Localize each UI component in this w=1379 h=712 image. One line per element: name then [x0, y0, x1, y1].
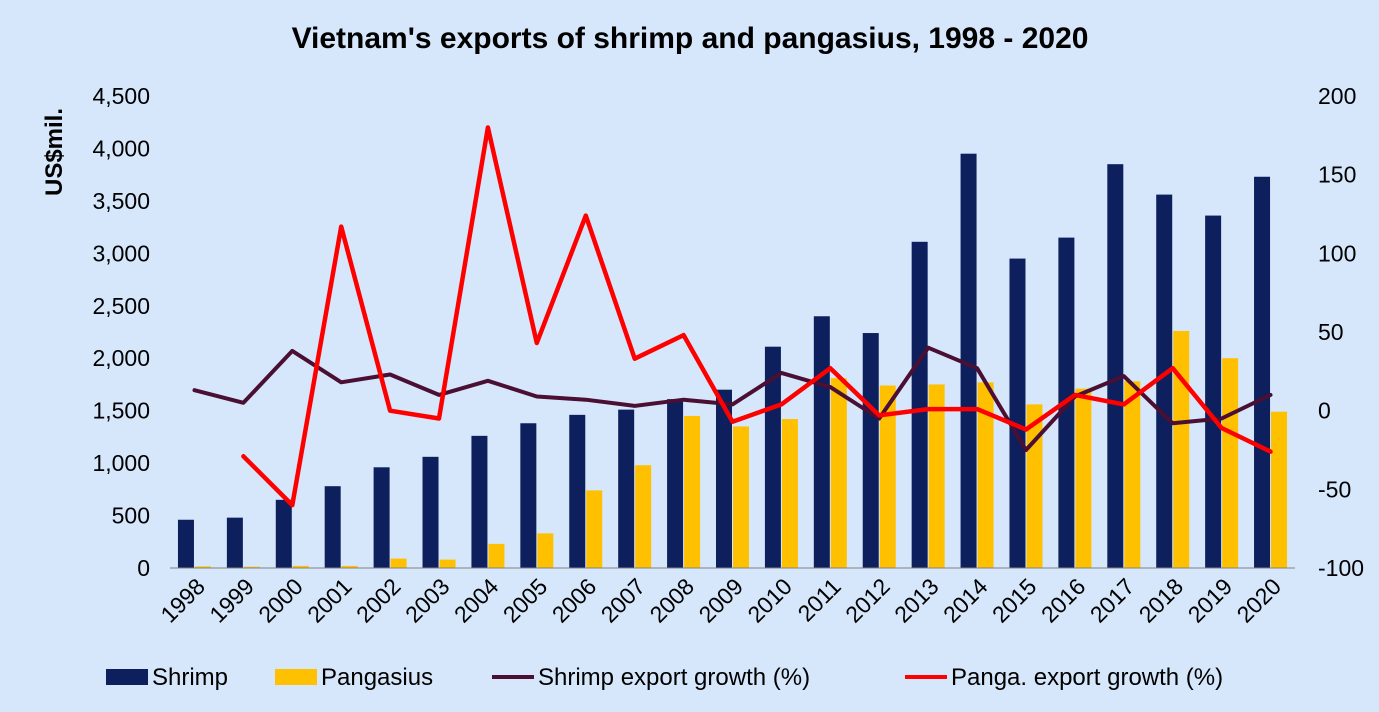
- pangasius-bar: [635, 465, 652, 568]
- shrimp-bar: [520, 423, 537, 568]
- x-tick-label: 2007: [596, 573, 651, 628]
- shrimp-bar: [471, 435, 488, 568]
- x-tick-label: 2006: [547, 573, 602, 628]
- shrimp-bar: [324, 486, 341, 568]
- x-tick-label: 2019: [1183, 573, 1238, 628]
- shrimp-bar: [275, 499, 292, 568]
- bars-layer: [177, 153, 1288, 568]
- x-tick-label: 2017: [1085, 573, 1140, 628]
- shrimp-bar: [1009, 258, 1026, 568]
- pangasius-bar: [879, 385, 896, 568]
- shrimp-legend-label: Shrimp: [152, 664, 228, 691]
- pangasius-bar: [1173, 330, 1190, 568]
- pangasius-bar: [928, 384, 945, 568]
- x-tick-label: 1999: [204, 573, 259, 628]
- pangasius-bar: [341, 565, 358, 568]
- shrimp-bar: [716, 389, 732, 568]
- x-tick-label: 2004: [449, 573, 504, 628]
- x-tick-label: 2003: [400, 573, 455, 628]
- x-tick-label: 2014: [938, 573, 993, 628]
- x-tick-label: 2018: [1134, 573, 1189, 628]
- x-tick-label: 2009: [693, 573, 748, 628]
- y-tick-label: 2,500: [92, 293, 150, 319]
- shrimp-bar: [1156, 194, 1173, 568]
- y2-tick-label: 150: [1318, 162, 1356, 188]
- chart-title: Vietnam's exports of shrimp and pangasiu…: [292, 22, 1089, 55]
- shrimp-bar: [177, 519, 194, 568]
- x-tick-label: 2011: [792, 573, 845, 626]
- pangasius-bar: [194, 566, 211, 568]
- shrimp-bar: [422, 456, 439, 568]
- x-tick-label: 2005: [498, 573, 553, 628]
- shrimp-bar: [862, 333, 879, 568]
- x-tick-label: 2010: [742, 573, 797, 628]
- x-tick-label: 2016: [1036, 573, 1091, 628]
- pangasius-bar: [977, 382, 994, 568]
- y-tick-label: 3,000: [92, 240, 150, 266]
- x-tick-label: 2013: [889, 573, 944, 628]
- x-tick-label: 2008: [645, 573, 700, 628]
- x-tick-label: 2015: [987, 573, 1042, 628]
- x-tick-label: 2012: [840, 573, 895, 628]
- panga-export-growth--legend-label: Panga. export growth (%): [951, 664, 1223, 691]
- y2-tick-label: 50: [1318, 319, 1344, 345]
- pangasius-bar: [684, 415, 701, 568]
- shrimp-legend-swatch: [106, 669, 148, 685]
- legend: Shrimp Pangasius Shrimp export growth (%) P…: [106, 664, 1223, 691]
- pangasius-legend-label: Pangasius: [321, 664, 433, 691]
- shrimp-export-growth--line: [192, 345, 1273, 452]
- shrimp-bar: [618, 409, 635, 568]
- y2-tick-label: -100: [1318, 555, 1364, 581]
- x-tick-label: 2000: [253, 573, 308, 628]
- pangasius-bar: [488, 543, 505, 568]
- shrimp-export-growth--legend-label: Shrimp export growth (%): [538, 664, 810, 691]
- pangasius-bar: [439, 559, 456, 568]
- y-tick-label: 4,000: [92, 135, 150, 161]
- shrimp-bar: [226, 517, 243, 568]
- shrimp-bar: [1205, 215, 1222, 568]
- x-tick-label: 2001: [302, 573, 357, 628]
- y-tick-label: 2,000: [92, 345, 150, 371]
- pangasius-bar: [1075, 388, 1092, 568]
- y-tick-label: 3,500: [92, 188, 150, 214]
- x-tick-label: 1998: [155, 573, 210, 628]
- y2-tick-label: 0: [1318, 398, 1331, 424]
- shrimp-bar: [667, 399, 684, 568]
- shrimp-bar: [569, 414, 586, 568]
- pangasius-bar: [537, 533, 554, 568]
- shrimp-bar: [373, 467, 390, 568]
- y-tick-label: 500: [112, 503, 150, 529]
- pangasius-bar: [830, 378, 847, 568]
- pangasius-bar: [733, 426, 749, 568]
- pangasius-bar: [1222, 358, 1239, 568]
- pangasius-legend-swatch: [275, 669, 317, 685]
- y2-tick-label: 200: [1318, 83, 1356, 109]
- pangasius-bar: [243, 566, 260, 568]
- shrimp-bar: [1254, 176, 1271, 568]
- x-tick-label: 2002: [351, 573, 406, 628]
- shrimp-bar: [764, 346, 781, 568]
- pangasius-bar: [1124, 381, 1141, 568]
- shrimp-bar: [1107, 164, 1124, 568]
- y-tick-label: 0: [137, 555, 150, 581]
- y2-tick-label: -50: [1318, 476, 1351, 502]
- pangasius-bar: [781, 419, 798, 568]
- pangasius-bar: [586, 490, 603, 568]
- pangasius-bar: [390, 558, 407, 568]
- pangasius-bar: [292, 565, 309, 568]
- y-tick-label: 1,500: [92, 398, 150, 424]
- pangasius-bar: [1271, 411, 1288, 568]
- shrimp-bar: [813, 316, 830, 568]
- shrimp-bar: [960, 153, 977, 568]
- lines-layer: [192, 125, 1273, 508]
- panga-export-growth--line: [241, 125, 1273, 508]
- y2-tick-label: 100: [1318, 240, 1356, 266]
- y-tick-label: 4,500: [92, 83, 150, 109]
- x-tick-label: 2020: [1232, 573, 1287, 628]
- y-axis-label: US$mil.: [41, 108, 68, 196]
- shrimp-bar: [911, 241, 928, 568]
- y-tick-label: 1,000: [92, 450, 150, 476]
